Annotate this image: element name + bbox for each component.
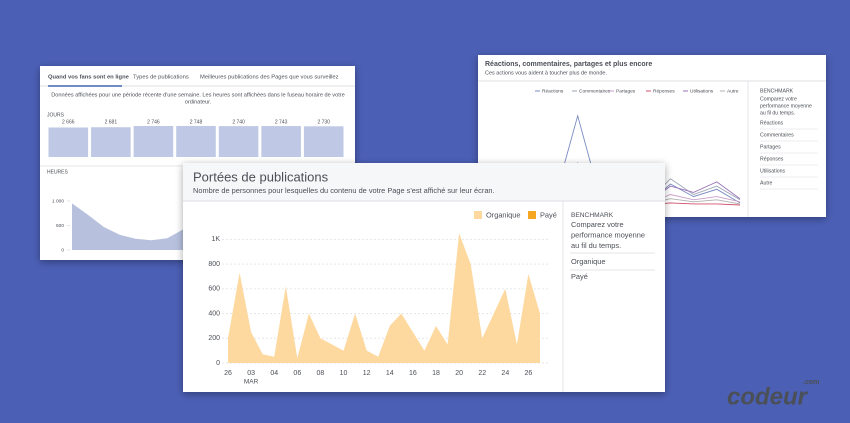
value-label: 2 746 xyxy=(147,119,160,125)
x-tick-label: 26 xyxy=(224,370,232,377)
y-tick-label: 800 xyxy=(208,261,220,268)
x-tick-label: 04 xyxy=(270,370,278,377)
legend-label: Organique xyxy=(486,210,521,219)
legend-label: Commentaires xyxy=(579,88,611,94)
benchmark-item: Réactions xyxy=(760,120,783,126)
legend-label: Payé xyxy=(540,210,557,219)
card-header xyxy=(183,163,665,201)
value-label: 2 748 xyxy=(190,119,203,125)
card-title: Réactions, commentaires, partages et plu… xyxy=(485,61,652,68)
section-label: JOURS xyxy=(47,112,65,118)
bar xyxy=(218,126,259,157)
value-label: 2 730 xyxy=(317,119,330,125)
benchmark-item: Utilisations xyxy=(760,168,785,174)
x-tick-label: 16 xyxy=(409,370,417,377)
legend-label: Autre xyxy=(727,88,739,94)
card-title: Portées de publications xyxy=(193,169,329,184)
x-tick-label: 26 xyxy=(525,370,533,377)
x-tick-label: 10 xyxy=(340,370,348,377)
y-tick-label: 400 xyxy=(208,310,220,317)
x-tick-label: 18 xyxy=(432,370,440,377)
x-tick-label: 06 xyxy=(293,370,301,377)
benchmark-text: Comparez votre xyxy=(571,220,624,229)
x-tick-label: 08 xyxy=(317,370,325,377)
benchmark-item: Payé xyxy=(571,272,588,281)
description: ordinateur. xyxy=(185,99,212,105)
benchmark-text: performance moyenne xyxy=(571,230,645,239)
x-tick-label: 12 xyxy=(363,370,371,377)
y-tick-label: 600 xyxy=(208,286,220,293)
section-label: HEURES xyxy=(47,169,69,175)
legend-swatch xyxy=(528,211,536,219)
legend-swatch xyxy=(474,211,482,219)
benchmark-item: Réponses xyxy=(760,156,784,162)
bar xyxy=(48,127,89,157)
y-tick-label: 0 xyxy=(216,360,220,367)
bar xyxy=(176,125,216,157)
bar xyxy=(133,126,174,157)
x-tick-label: 03 xyxy=(247,370,255,377)
benchmark-item: Organique xyxy=(571,257,606,266)
logo: codeur.com xyxy=(727,379,819,411)
tab: Quand vos fans sont en ligne xyxy=(48,75,130,81)
card-subtitle: Ces actions vous aident à toucher plus d… xyxy=(485,70,607,76)
benchmark-text: performance moyenne xyxy=(760,103,812,109)
x-tick-label: 20 xyxy=(455,370,463,377)
y-tick-label: 1K xyxy=(211,236,220,243)
x-tick-label: 22 xyxy=(478,370,486,377)
value-label: 2 740 xyxy=(232,119,245,125)
reach-card: Portées de publications Nombre de personn… xyxy=(183,163,665,392)
logo-suffix: .com xyxy=(803,379,819,386)
benchmark-text: Comparez votre xyxy=(760,96,797,102)
tab: Meilleures publications des Pages que vo… xyxy=(200,75,339,81)
description: Données affichées pour une période récen… xyxy=(51,92,345,98)
area xyxy=(228,233,540,363)
bar xyxy=(261,126,301,157)
x-tick-label: 24 xyxy=(501,370,509,377)
value-label: 2 743 xyxy=(275,119,288,125)
bar xyxy=(91,127,131,157)
benchmark-text: au fil du temps. xyxy=(760,110,795,116)
tab: Types de publications xyxy=(133,75,189,81)
y-tick-label: 0 xyxy=(61,247,64,253)
benchmark-item: Autre xyxy=(760,180,773,186)
benchmark-text: au fil du temps. xyxy=(571,241,621,250)
card-subtitle: Nombre de personnes pour lesquelles du c… xyxy=(193,186,495,195)
benchmark-item: Partages xyxy=(760,144,781,150)
legend-label: Utilisations xyxy=(690,88,714,94)
legend-label: Réponses xyxy=(653,88,675,94)
benchmark-heading: BENCHMARK xyxy=(571,212,614,219)
legend-label: Réactions xyxy=(542,88,564,94)
x-sublabel: MAR xyxy=(244,379,259,386)
bar xyxy=(303,126,344,157)
y-tick-label: 200 xyxy=(208,335,220,342)
y-tick-label: 1 000 xyxy=(52,198,64,204)
benchmark-item: Commentaires xyxy=(760,132,794,138)
logo-name: codeur xyxy=(727,383,809,410)
value-label: 2 666 xyxy=(62,119,75,125)
y-tick-label: 500 xyxy=(56,223,64,229)
x-tick-label: 14 xyxy=(386,370,394,377)
legend-label: Partages xyxy=(616,88,636,94)
area xyxy=(72,203,215,250)
benchmark-heading: BENCHMARK xyxy=(760,88,794,94)
value-label: 2 681 xyxy=(105,119,118,125)
